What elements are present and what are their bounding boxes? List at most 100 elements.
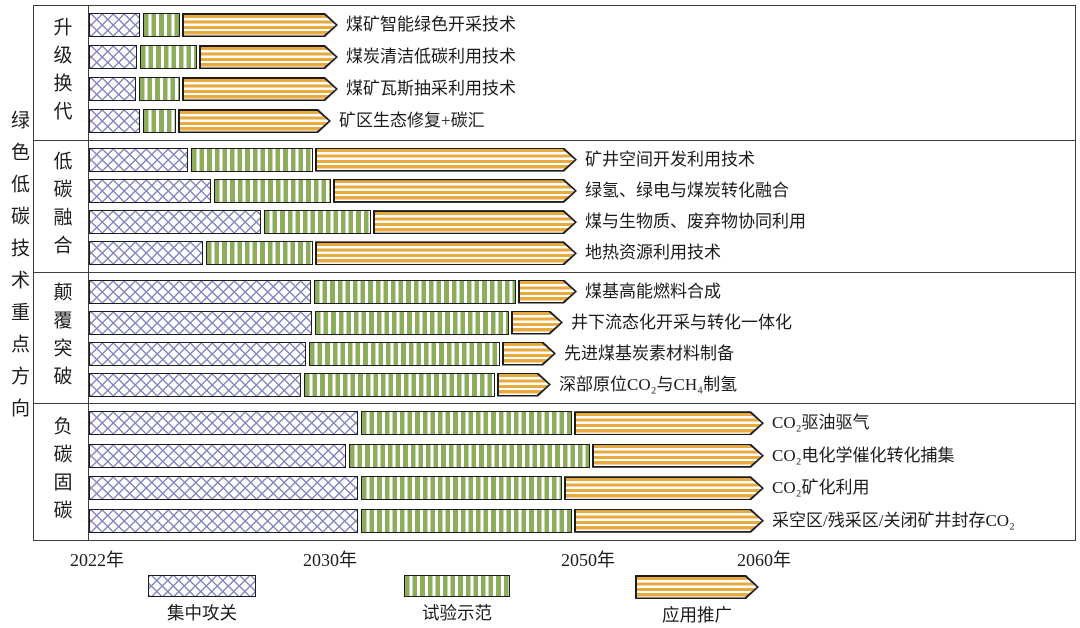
phase-promotion-arrow-segment (574, 509, 764, 533)
legend-crosshatch-swatch (148, 575, 256, 597)
phase-demonstration-segment (143, 13, 180, 37)
roadmap-row: 煤矿智能绿色开采技术 (89, 13, 1075, 37)
phase-promotion-arrow-segment (315, 148, 577, 172)
arrow-stripe-fill (317, 243, 575, 264)
phase-promotion-arrow-segment (497, 373, 551, 397)
arrow-stripe-fill (375, 212, 575, 233)
legend-item-green-stripes: 试验示范 (404, 575, 510, 625)
arrow-stripe-fill (637, 577, 757, 598)
x-tick-label: 2060年 (737, 550, 791, 570)
phase-research-segment (89, 210, 261, 235)
roadmap-row: CO₂驱油驱气 (89, 411, 1075, 436)
legend-label: 应用推广 (662, 605, 732, 625)
category-label: 升级换代 (50, 17, 72, 129)
row-label: CO₂电化学催化转化捕集 (772, 445, 955, 465)
phase-demonstration-segment (206, 241, 313, 266)
legend-item-orange-arrow: 应用推广 (635, 575, 759, 627)
arrow-stripe-fill (499, 374, 549, 395)
category-group-3: 颠覆突破 煤基高能燃料合成 井下流态化开采与转化一体化 先进煤基炭素材料制备 深部原位C… (34, 273, 1075, 404)
arrow-stripe-fill (201, 47, 336, 68)
phase-promotion-arrow-segment (333, 179, 577, 203)
category-label-cell: 负碳固碳 (34, 404, 89, 540)
phase-demonstration-segment (214, 178, 331, 203)
arrow-stripe-fill (184, 15, 336, 36)
phase-demonstration-segment (304, 372, 495, 397)
row-label: 煤基高能燃料合成 (585, 281, 721, 301)
roadmap-row: 绿氢、绿电与煤炭转化融合 (89, 178, 1075, 203)
phase-research-segment (89, 508, 358, 533)
legend-item-crosshatch: 集中攻关 (148, 575, 256, 625)
phase-promotion-arrow-segment (182, 13, 338, 37)
arrow-stripe-fill (184, 79, 336, 100)
roadmap-row: 井下流态化开采与转化一体化 (89, 310, 1075, 335)
phase-demonstration-segment (361, 476, 562, 501)
phase-research-segment (89, 372, 301, 397)
arrow-stripe-fill (513, 312, 561, 333)
phase-research-segment (89, 443, 346, 468)
phase-demonstration-segment (139, 77, 180, 101)
row-label: 深部原位CO₂与CH₄制氢 (559, 374, 738, 394)
phase-research-segment (89, 476, 358, 501)
roadmap-row: CO₂电化学催化转化捕集 (89, 443, 1075, 468)
phase-demonstration-segment (143, 109, 176, 133)
phase-research-segment (89, 45, 137, 69)
phase-demonstration-segment (315, 310, 509, 335)
row-label: 井下流态化开采与转化一体化 (571, 312, 792, 332)
phase-promotion-arrow-segment (511, 311, 563, 335)
phase-promotion-arrow-segment (373, 210, 577, 234)
phase-research-segment (89, 178, 211, 203)
row-label: 煤矿瓦斯抽采利用技术 (346, 79, 516, 98)
legend-label: 试验示范 (422, 603, 492, 623)
roadmap-row: 矿区生态修复+碳汇 (89, 109, 1075, 133)
phase-demonstration-segment (191, 147, 313, 172)
phase-demonstration-segment (349, 443, 590, 468)
y-axis-title: 绿色低碳技术重点方向 (8, 110, 29, 430)
row-label: 煤矿智能绿色开采技术 (346, 15, 516, 34)
legend-stripe-swatch (404, 575, 510, 597)
row-label: 地热资源利用技术 (585, 243, 721, 263)
row-label: 绿氢、绿电与煤炭转化融合 (585, 180, 789, 200)
arrow-stripe-fill (317, 149, 575, 170)
arrow-stripe-fill (504, 343, 554, 364)
arrow-stripe-fill (576, 510, 762, 531)
legend-label: 集中攻关 (167, 603, 237, 623)
group-rows: 煤基高能燃料合成井下流态化开采与转化一体化先进煤基炭素材料制备 深部原位CO₂与C… (89, 273, 1075, 403)
phase-research-segment (89, 341, 306, 366)
phase-demonstration-segment (361, 508, 572, 533)
category-group-4: 负碳固碳 CO₂驱油驱气 CO₂电化学催化转化捕集 CO₂矿化利用采空区/残采区/关闭… (34, 404, 1075, 540)
arrow-stripe-fill (576, 413, 762, 434)
row-label: 煤炭清洁低碳利用技术 (346, 47, 516, 66)
category-label: 负碳固碳 (50, 416, 72, 528)
phase-demonstration-segment (361, 411, 572, 436)
category-label: 颠覆突破 (50, 282, 72, 394)
category-label-cell: 颠覆突破 (34, 273, 89, 403)
chart-frame: 升级换代 煤矿智能绿色开采技术 煤炭清洁低碳利用技术 煤矿瓦斯抽采利用技术矿区生态修复… (33, 5, 1076, 541)
row-label: 矿区生态修复+碳汇 (339, 111, 485, 130)
row-label: CO₂矿化利用 (772, 478, 870, 498)
roadmap-row: 煤矿瓦斯抽采利用技术 (89, 77, 1075, 101)
phase-research-segment (89, 411, 358, 436)
phase-demonstration-segment (314, 279, 516, 304)
row-label: 先进煤基炭素材料制备 (564, 343, 734, 363)
arrow-stripe-fill (335, 180, 575, 201)
phase-promotion-arrow-segment (315, 241, 577, 265)
category-label-cell: 低碳融合 (34, 141, 89, 272)
roadmap-row: 先进煤基炭素材料制备 (89, 341, 1075, 366)
phase-demonstration-segment (140, 45, 197, 69)
phase-research-segment (89, 77, 136, 101)
category-group-1: 升级换代 煤矿智能绿色开采技术 煤炭清洁低碳利用技术 煤矿瓦斯抽采利用技术矿区生态修复… (34, 6, 1075, 141)
legend-arrow-swatch (635, 575, 759, 599)
phase-promotion-arrow-segment (178, 109, 331, 133)
phase-research-segment (89, 13, 140, 37)
x-axis: 2022年 2030年 2050年 2060年 (0, 546, 1080, 570)
legend: 集中攻关 试验示范 应用推广 (0, 575, 1080, 627)
arrow-stripe-fill (520, 281, 575, 302)
roadmap-row: 采空区/残采区/关闭矿井封存CO₂ (89, 508, 1075, 533)
phase-research-segment (89, 109, 140, 133)
category-label-cell: 升级换代 (34, 6, 89, 140)
row-label: CO₂驱油驱气 (772, 413, 870, 433)
group-rows: CO₂驱油驱气 CO₂电化学催化转化捕集 CO₂矿化利用采空区/残采区/关闭矿井封存… (89, 404, 1075, 540)
phase-demonstration-segment (309, 341, 500, 366)
row-label: 采空区/残采区/关闭矿井封存CO₂ (772, 510, 1015, 530)
